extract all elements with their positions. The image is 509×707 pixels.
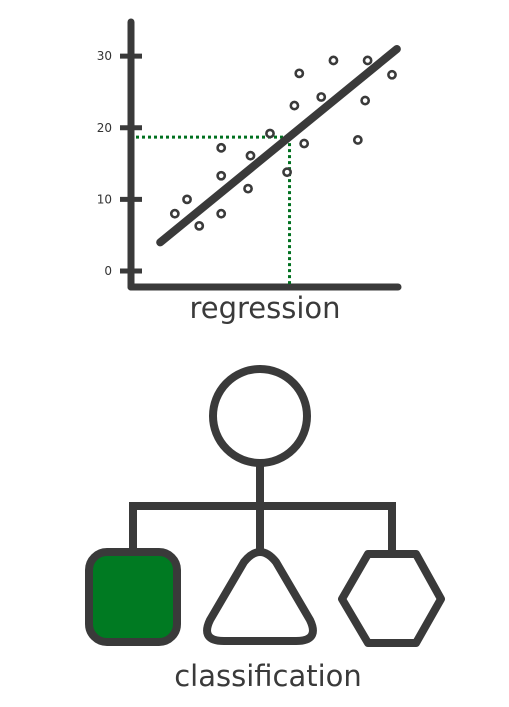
data-point xyxy=(216,170,227,181)
data-point xyxy=(289,100,300,111)
classification-tree: classification xyxy=(85,365,445,693)
data-point xyxy=(243,183,253,194)
data-point xyxy=(216,208,227,219)
regression-caption: regression xyxy=(189,291,340,325)
scatter-plot: 0 10 20 30 xyxy=(97,18,402,291)
y-tick-label: 20 xyxy=(97,121,112,135)
data-point xyxy=(362,55,373,66)
data-point xyxy=(352,135,363,145)
data-point xyxy=(245,150,256,161)
y-tick-label: 0 xyxy=(104,264,112,278)
data-point xyxy=(316,92,327,102)
class-node-hexagon xyxy=(338,550,445,647)
data-point xyxy=(182,194,192,205)
data-point xyxy=(328,55,339,66)
class-node-square-highlighted xyxy=(85,548,181,646)
y-tick-label: 10 xyxy=(97,192,112,206)
data-point xyxy=(282,167,292,178)
regression-line xyxy=(156,45,401,247)
data-point xyxy=(265,128,275,139)
data-point xyxy=(299,138,310,149)
classification-caption: classification xyxy=(174,659,362,693)
regression-panel: 0 10 20 30 regression xyxy=(97,18,402,325)
y-tick-label: 30 xyxy=(97,49,112,63)
data-point xyxy=(169,208,180,219)
root-node-circle xyxy=(209,365,311,467)
data-point xyxy=(216,142,227,153)
data-point xyxy=(194,220,205,231)
class-node-triangle xyxy=(203,548,317,645)
data-point xyxy=(294,68,305,79)
data-point xyxy=(360,95,371,106)
data-point xyxy=(387,69,397,80)
